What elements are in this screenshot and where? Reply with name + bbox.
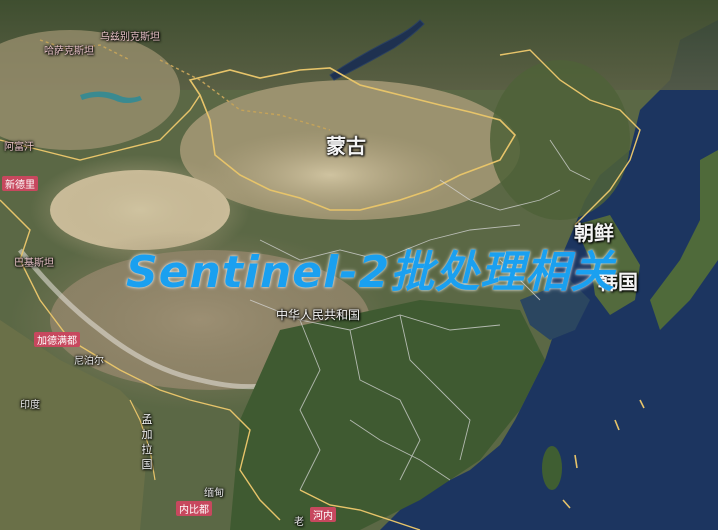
label-south-korea: 韩国 (598, 270, 638, 294)
label-myanmar: 缅甸 (204, 488, 224, 499)
capital-tag-kathmandu: 加德满都 (34, 332, 80, 347)
label-topleft-2: 乌兹别克斯坦 (100, 32, 160, 43)
lake-baikal (329, 19, 425, 81)
label-north-korea: 朝鲜 (574, 221, 614, 245)
label-bangladesh: 孟加拉国 (141, 413, 153, 471)
capital-tag-naypyidaw: 内比都 (176, 501, 212, 516)
capital-tag-hanoi: 河内 (310, 507, 336, 522)
label-left-1: 阿富汗 (4, 142, 34, 153)
dotted-road-line (159, 59, 331, 131)
label-left-2: 巴基斯坦 (14, 258, 54, 269)
international-border (188, 67, 517, 211)
indian-plain (0, 320, 150, 530)
himalaya-snow (18, 248, 271, 390)
japan-islands (650, 150, 718, 330)
label-topleft-1: 哈萨克斯坦 (44, 46, 94, 57)
lake-balkhash (80, 91, 142, 103)
label-laos: 老 (294, 517, 304, 528)
page-title: Sentinel-2批处理相关 (126, 247, 616, 298)
label-china: 中华人民共和国 (276, 308, 361, 322)
label-mongolia: 蒙古 (326, 134, 366, 158)
province-borders (249, 139, 591, 491)
label-nepal: 尼泊尔 (74, 356, 104, 367)
korea-peninsula (575, 215, 640, 315)
yellow-sea (520, 280, 590, 340)
ocean-border-dashes (562, 399, 645, 509)
taiwan-island (542, 446, 562, 490)
label-india: 印度 (20, 400, 40, 411)
capital-tag-new-delhi: 新德里 (2, 176, 38, 191)
